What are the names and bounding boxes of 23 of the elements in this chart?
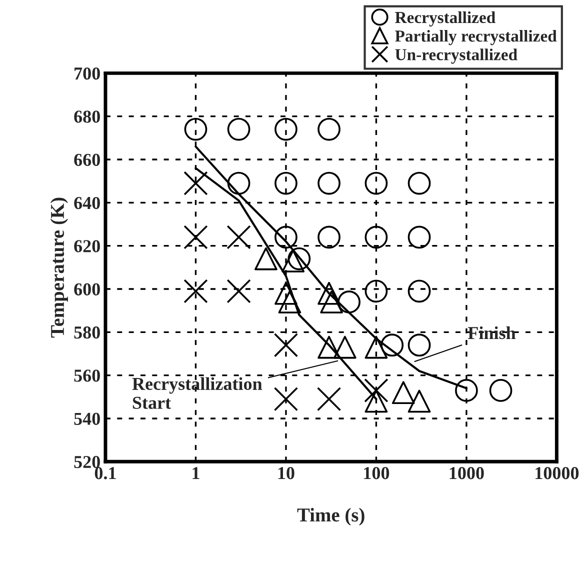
annotation: Finish bbox=[468, 326, 516, 340]
y-tick-label: 640 bbox=[74, 196, 100, 210]
legend-label: Partially recrystallized bbox=[395, 30, 557, 46]
y-tick-label: 540 bbox=[74, 412, 100, 425]
x-tick-label: 10000 bbox=[536, 467, 579, 480]
y-tick-label: 520 bbox=[74, 456, 100, 468]
x-tick-label: 100 bbox=[364, 467, 390, 480]
y-axis-title: Temperature (K) bbox=[50, 198, 68, 338]
x-tick-label: 10 bbox=[278, 467, 294, 480]
y-tick-label: 620 bbox=[74, 240, 100, 252]
annotation: Recrystallization Start bbox=[132, 377, 262, 409]
y-tick-label: 700 bbox=[74, 67, 100, 80]
x-tick-label: 1 bbox=[192, 467, 200, 480]
x-tick-label: 0.1 bbox=[94, 467, 116, 480]
legend-label: Recrystallized bbox=[395, 11, 496, 27]
y-tick-label: 580 bbox=[74, 326, 100, 339]
legend-label: Un-recrystallized bbox=[395, 48, 518, 64]
y-tick-label: 680 bbox=[74, 110, 100, 123]
x-axis-title: Time (s) bbox=[297, 508, 364, 526]
y-tick-label: 560 bbox=[74, 370, 100, 382]
y-tick-label: 660 bbox=[74, 154, 100, 166]
y-tick-label: 600 bbox=[74, 283, 100, 296]
x-tick-label: 1000 bbox=[450, 467, 484, 480]
